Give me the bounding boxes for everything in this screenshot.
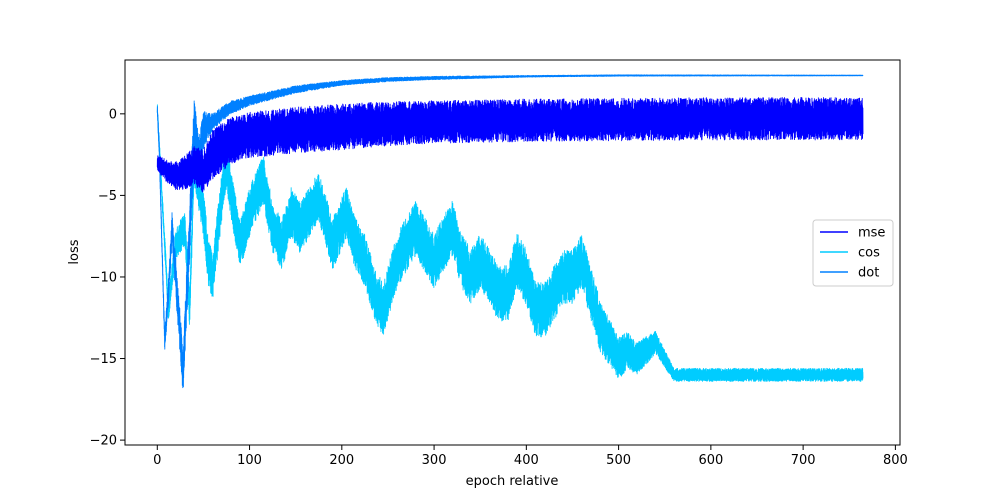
y-axis: 0 −5 −10 −15 −20 [90,107,125,449]
plot-frame [124,59,901,446]
x-tick-label: 500 [606,453,631,468]
x-tick-label: 100 [237,453,262,468]
y-tick-label: −20 [90,434,117,449]
legend-box [812,219,894,287]
legend: mse cos dot [812,219,894,287]
y-tick-label: −10 [90,270,117,285]
series-layer [156,74,864,389]
x-tick-label: 300 [422,453,447,468]
x-axis-label: epoch relative [466,474,559,489]
y-axis-label: loss [67,239,82,264]
x-tick-label: 200 [329,453,354,468]
series-line-dot [156,74,864,389]
series-line-cos [156,104,864,382]
series-line-mse [156,97,864,193]
x-tick-label: 700 [791,453,816,468]
legend-label-dot: dot [858,266,879,281]
y-tick-label: −15 [90,352,117,367]
x-axis: 0 100 200 300 400 500 600 700 800 [153,445,908,468]
legend-label-cos: cos [858,246,880,261]
x-tick-label: 0 [153,453,161,468]
legend-label-mse: mse [858,226,885,241]
x-tick-label: 800 [883,453,908,468]
x-tick-label: 600 [698,453,723,468]
y-tick-label: −5 [98,189,117,204]
y-tick-label: 0 [109,107,117,122]
x-tick-label: 400 [514,453,539,468]
